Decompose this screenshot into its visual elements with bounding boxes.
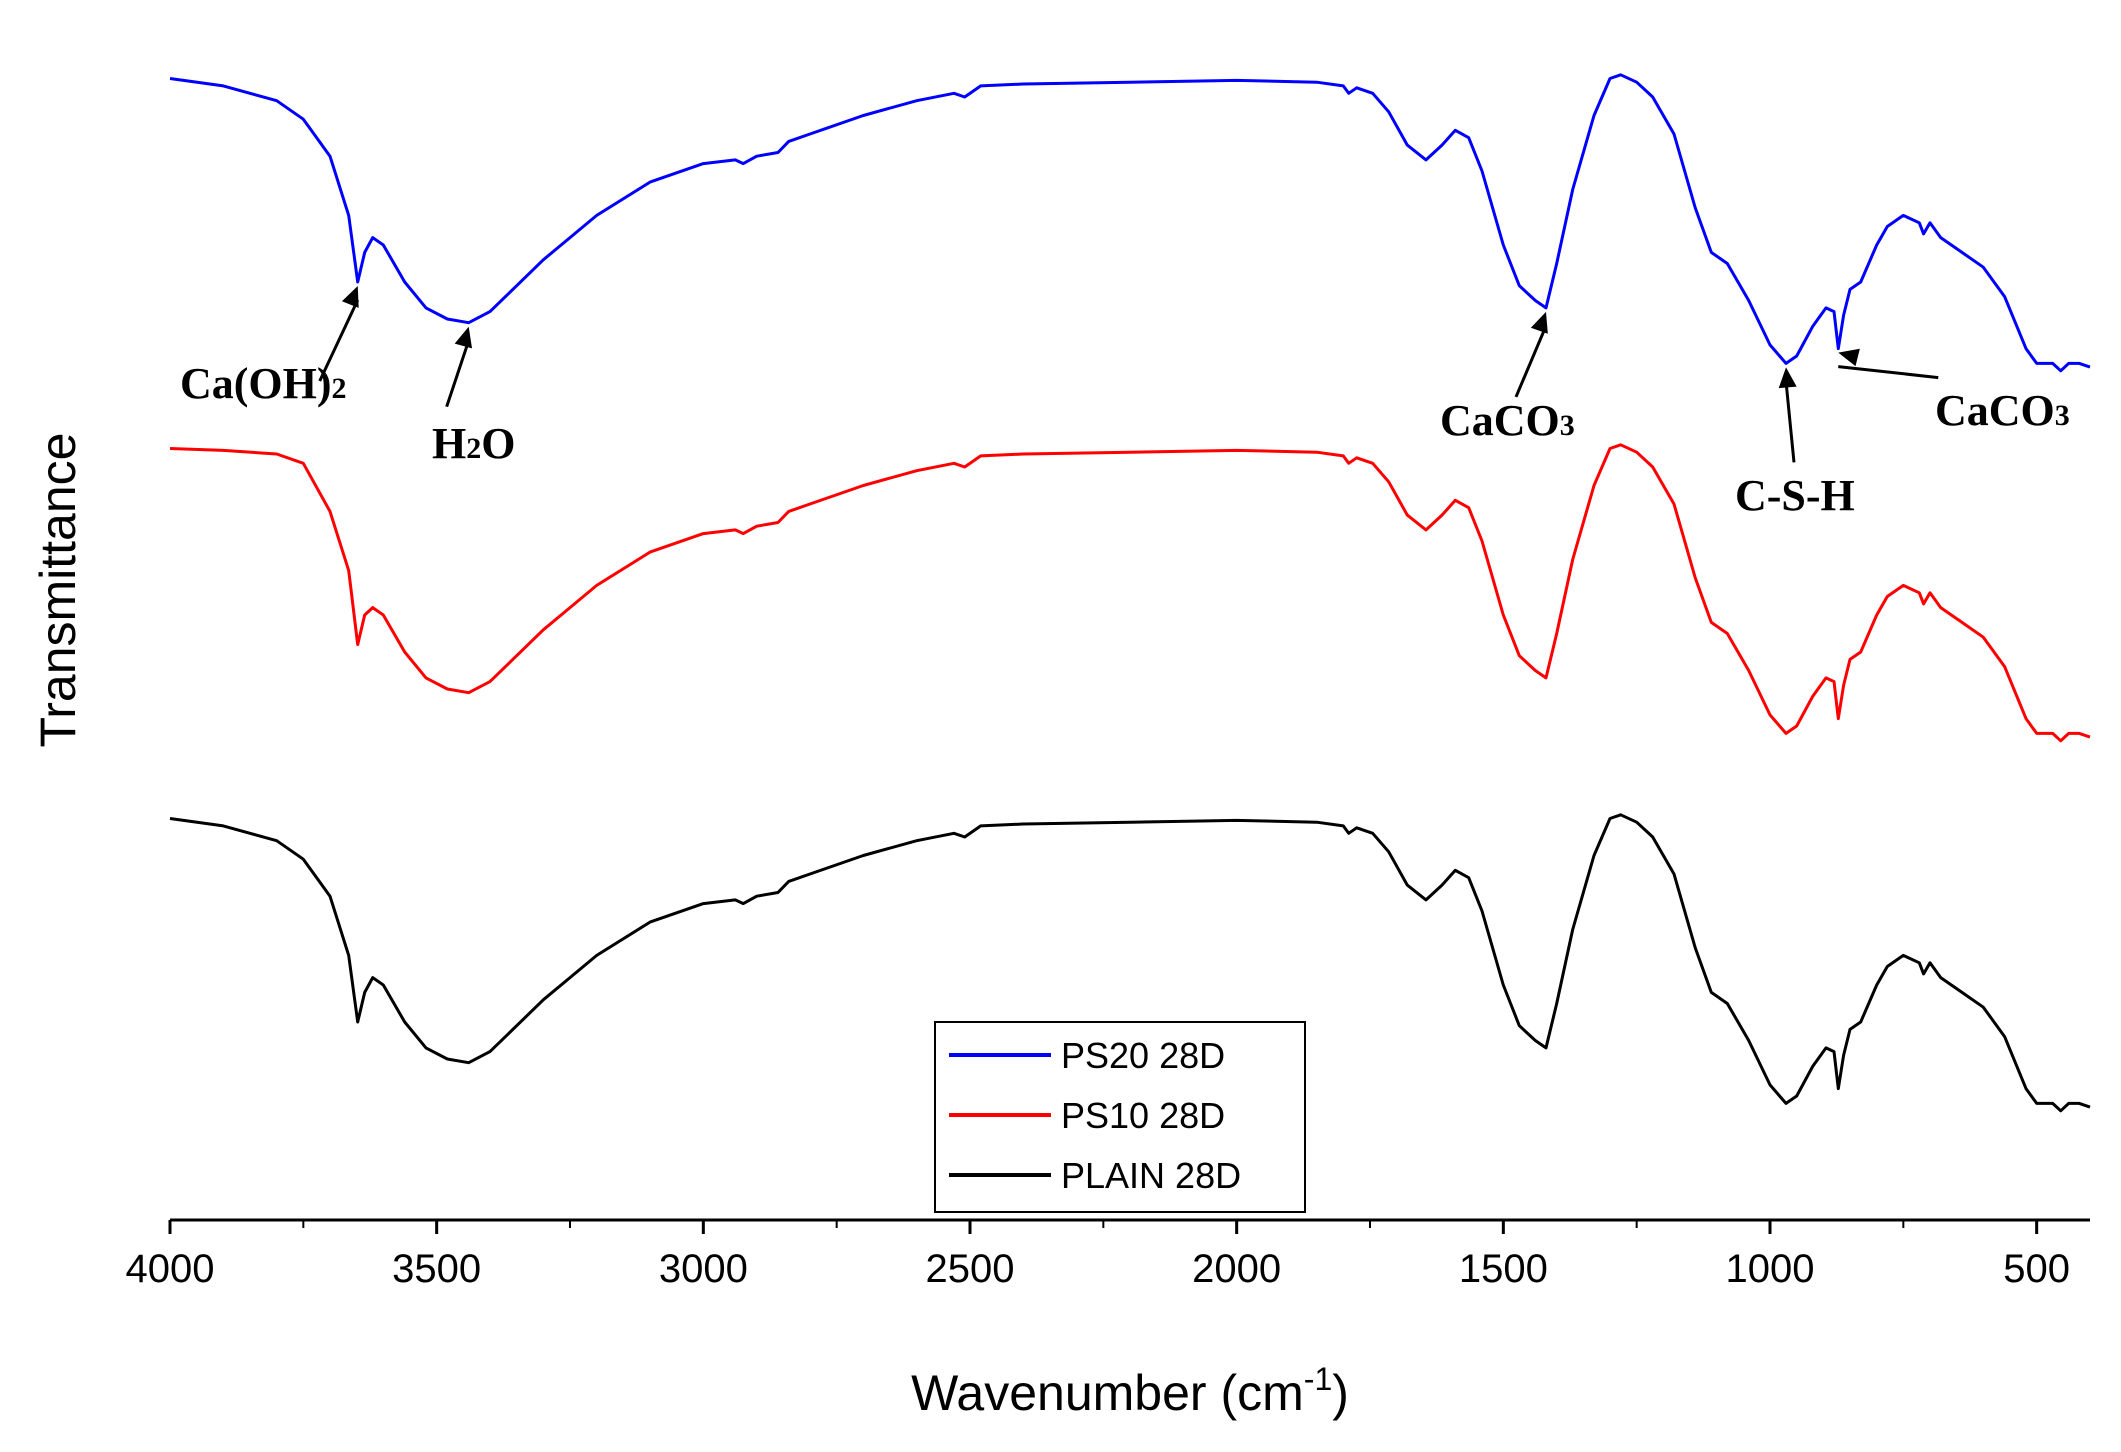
x-axis-title-sup: -1 [1304,1361,1332,1397]
series-line-ps10-28d [169,443,2091,743]
annotation-arrow-head [1530,311,1548,334]
annotation-h2o: H2O [432,419,515,468]
annotation-text: C-S-H [1735,471,1855,520]
x-axis-title: Wavenumber (cm-1) [911,1361,1349,1421]
annotation-caco3-1420: CaCO3 [1440,396,1575,445]
x-tick-label: 2000 [1192,1247,1281,1291]
x-tick-label: 3500 [392,1247,481,1291]
annotation-csh: C-S-H [1735,471,1855,520]
annotation-text: CaCO [1935,386,2055,435]
annotation-arrow-head [1778,367,1797,389]
annotation-subscript: 3 [2055,399,2070,432]
x-axis-title-close: ) [1332,1365,1349,1421]
annotation-text: CaCO [1440,396,1560,445]
x-tick-label: 500 [2003,1247,2070,1291]
annotation-arrow-head [1838,348,1860,367]
x-tick-label: 3000 [659,1247,748,1291]
legend-label: PS20 28D [1061,1035,1225,1076]
series-layer [169,73,2091,1113]
annotation-subscript: 2 [466,432,481,465]
annotation-caco3-872: CaCO3 [1935,386,2070,435]
legend-label: PS10 28D [1061,1095,1225,1136]
annotation-arrow-line [318,299,360,382]
annotation-ca-oh2: Ca(OH)2 [180,359,347,408]
annotation-arrow-line [1838,365,1939,380]
annotation-subscript: 2 [332,372,347,405]
annotation-arrow-head [341,286,359,308]
annotation-arrow-line [1514,325,1548,398]
annotation-arrow-line [1784,381,1796,463]
annotation-arrow-head [454,326,473,349]
axes: 4000 3500 3000 2500 2000 1500 1000 500 [126,1218,2090,1291]
x-tick-label: 1000 [1726,1247,1815,1291]
annotation-subscript: 3 [1560,409,1575,442]
series-line-ps20-28d [169,73,2091,373]
series-line-plain-28d [169,813,2091,1113]
annotation-text: H [432,419,466,468]
x-tick-label: 4000 [126,1247,215,1291]
annotation-text: Ca(OH) [180,359,332,408]
legend: PS20 28D PS10 28D PLAIN 28D [934,1021,1306,1213]
annotation-text-tail: O [481,419,515,468]
y-axis-title: Transmittance [30,433,86,748]
x-axis-title-main: Wavenumber (cm [911,1365,1304,1421]
x-tick-label: 2500 [926,1247,1015,1291]
legend-label: PLAIN 28D [1061,1155,1241,1196]
annotation-arrow-line [445,340,471,408]
x-tick-label: 1500 [1459,1247,1548,1291]
